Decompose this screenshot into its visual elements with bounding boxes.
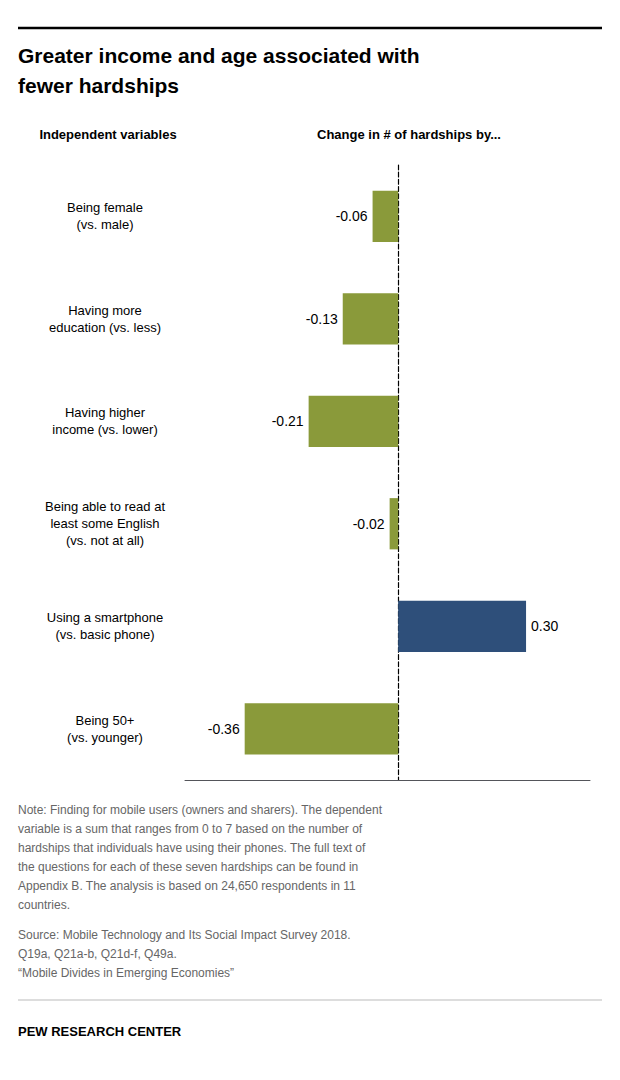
svg-text:hardships that individuals hav: hardships that individuals have using th… bbox=[18, 841, 366, 855]
svg-text:countries.: countries. bbox=[18, 898, 70, 912]
svg-text:fewer hardships: fewer hardships bbox=[18, 74, 179, 97]
svg-text:the questions for each of thes: the questions for each of these seven ha… bbox=[18, 860, 358, 874]
svg-text:Source: Mobile Technology and: Source: Mobile Technology and Its Social… bbox=[18, 928, 351, 942]
svg-text:(vs. male): (vs. male) bbox=[76, 217, 133, 232]
svg-text:Q19a, Q21a-b, Q21d-f, Q49a.: Q19a, Q21a-b, Q21d-f, Q49a. bbox=[18, 947, 177, 961]
svg-text:-0.13: -0.13 bbox=[306, 311, 338, 327]
svg-text:“Mobile Divides in Emerging Ec: “Mobile Divides in Emerging Economies” bbox=[18, 966, 234, 980]
svg-text:Being able to read at: Being able to read at bbox=[45, 499, 165, 514]
svg-text:Greater income and age associa: Greater income and age associated with bbox=[18, 44, 419, 67]
svg-text:-0.02: -0.02 bbox=[353, 516, 385, 532]
svg-text:(vs. younger): (vs. younger) bbox=[67, 730, 143, 745]
svg-text:least some English: least some English bbox=[50, 516, 159, 531]
svg-text:0.30: 0.30 bbox=[531, 618, 558, 634]
svg-text:Having more: Having more bbox=[68, 303, 142, 318]
svg-text:(vs. not at all): (vs. not at all) bbox=[66, 533, 144, 548]
svg-text:Change in # of hardships by...: Change in # of hardships by... bbox=[317, 127, 501, 142]
svg-text:Having higher: Having higher bbox=[65, 405, 146, 420]
svg-text:PEW RESEARCH CENTER: PEW RESEARCH CENTER bbox=[18, 1024, 182, 1039]
svg-text:Using a smartphone: Using a smartphone bbox=[47, 610, 163, 625]
svg-text:(vs. basic phone): (vs. basic phone) bbox=[56, 627, 155, 642]
svg-text:-0.06: -0.06 bbox=[336, 208, 368, 224]
svg-text:Appendix B. The analysis is ba: Appendix B. The analysis is based on 24,… bbox=[18, 879, 356, 893]
svg-text:-0.21: -0.21 bbox=[272, 413, 304, 429]
svg-text:Note: Finding for mobile users: Note: Finding for mobile users (owners a… bbox=[18, 803, 383, 817]
svg-text:education (vs. less): education (vs. less) bbox=[49, 320, 161, 335]
svg-text:-0.36: -0.36 bbox=[208, 721, 240, 737]
svg-text:Independent variables: Independent variables bbox=[39, 127, 176, 142]
svg-text:variable is a sum that ranges: variable is a sum that ranges from 0 to … bbox=[18, 822, 363, 836]
svg-text:Being female: Being female bbox=[67, 200, 143, 215]
svg-text:income (vs. lower): income (vs. lower) bbox=[52, 422, 157, 437]
svg-text:Being 50+: Being 50+ bbox=[76, 713, 135, 728]
